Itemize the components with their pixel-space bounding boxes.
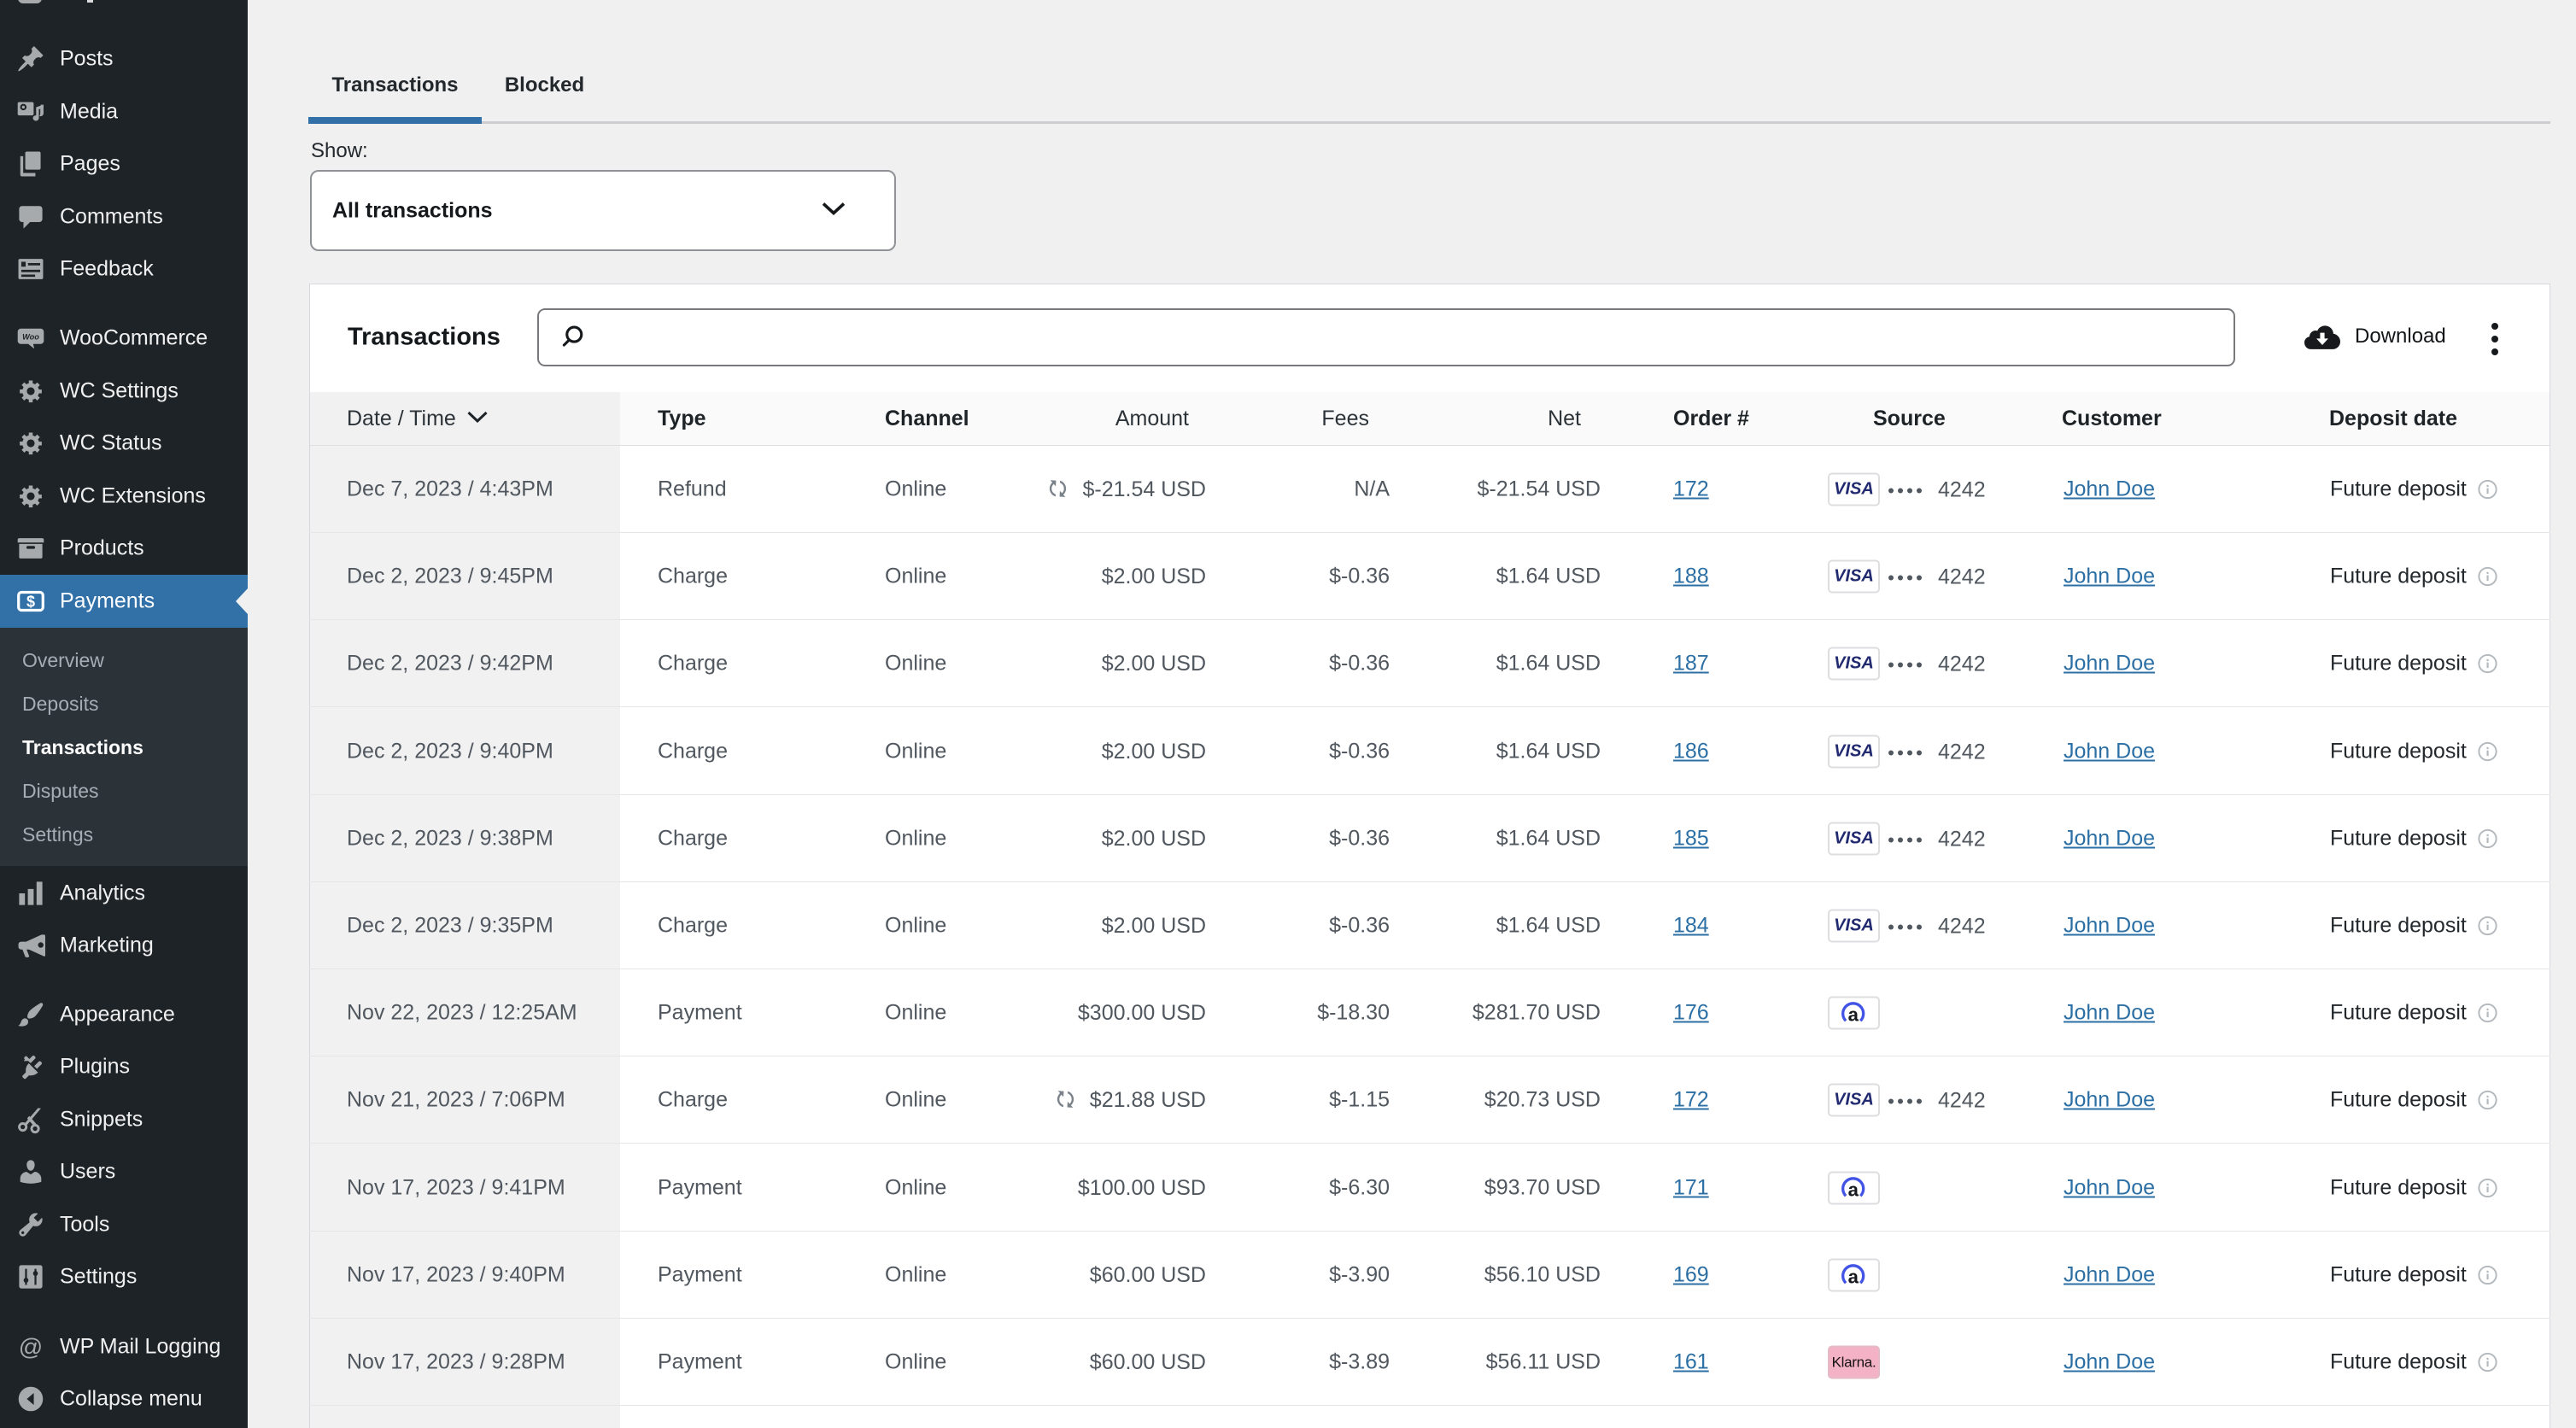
svg-text:@: @ xyxy=(19,1334,43,1361)
svg-text:Woo: Woo xyxy=(22,332,39,341)
svg-text:$: $ xyxy=(26,593,35,610)
svg-text:a: a xyxy=(1848,1004,1859,1026)
svg-text:a: a xyxy=(1848,1179,1859,1201)
svg-text:a: a xyxy=(1848,1267,1859,1288)
